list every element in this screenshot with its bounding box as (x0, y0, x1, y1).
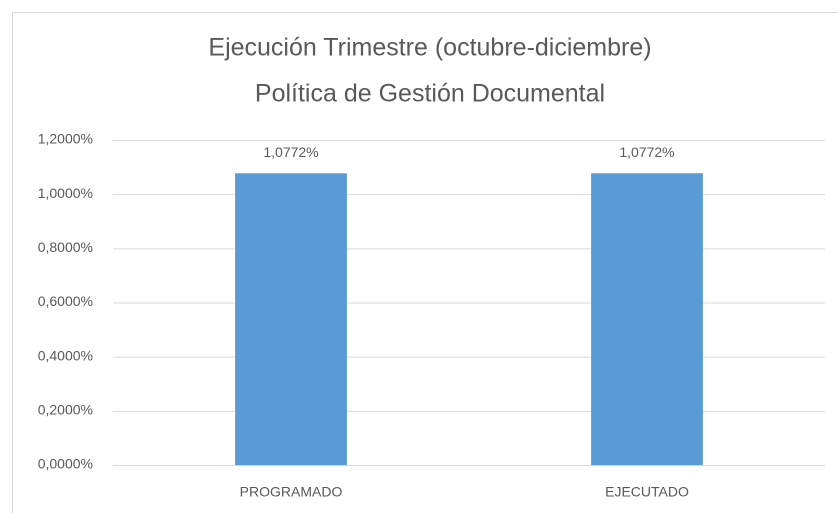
y-tick-label: 1,2000% (38, 131, 93, 147)
chart-title: Política de Gestión Documental (255, 80, 605, 108)
chart-title: Ejecución Trimestre (octubre-diciembre) (208, 34, 651, 62)
y-tick-label: 0,8000% (38, 239, 93, 255)
data-label: 1,0772% (263, 144, 318, 160)
bar (591, 173, 703, 465)
y-tick-label: 1,0000% (38, 185, 93, 201)
y-tick-label: 0,0000% (38, 456, 93, 472)
x-tick-label: PROGRAMADO (240, 484, 343, 500)
bar (235, 173, 347, 465)
x-tick-label: EJECUTADO (605, 484, 689, 500)
y-tick-label: 0,6000% (38, 293, 93, 309)
y-tick-label: 0,4000% (38, 347, 93, 363)
data-label: 1,0772% (619, 144, 674, 160)
y-tick-label: 0,2000% (38, 402, 93, 418)
